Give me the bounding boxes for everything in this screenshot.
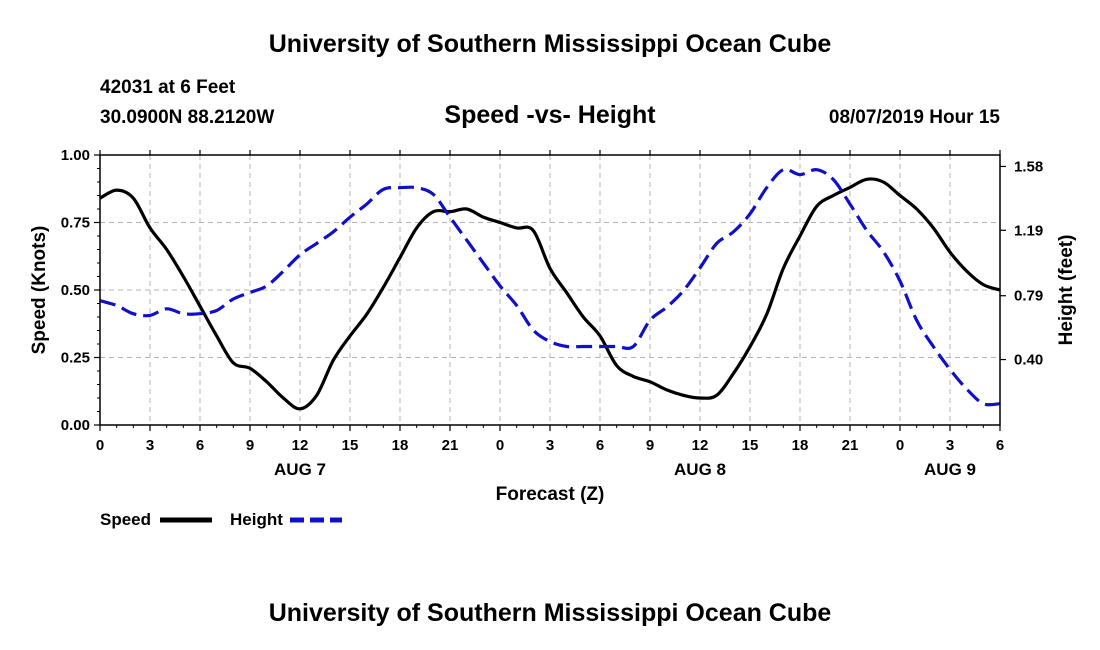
y2-tick-label: 0.79 — [1014, 288, 1043, 305]
x-tick-label: 12 — [692, 437, 709, 454]
grid-layer — [100, 155, 1000, 425]
x-tick-label: 3 — [946, 437, 954, 454]
station-label: 42031 at 6 Feet — [100, 77, 236, 98]
timestamp-label: 08/07/2019 Hour 15 — [828, 107, 1000, 128]
chart-footer-title: University of Southern Mississippi Ocean… — [268, 599, 832, 627]
series-layer — [99, 167, 1001, 411]
series-line-speed — [99, 177, 1001, 411]
y-tick-label: 0.75 — [61, 215, 90, 232]
x-axis-label: Forecast (Z) — [496, 484, 605, 505]
x-tick-label: 9 — [246, 437, 254, 454]
x-tick-label: 21 — [442, 437, 459, 454]
x-tick-label: 6 — [596, 437, 604, 454]
y-tick-label: 0.25 — [61, 350, 90, 367]
y2-tick-label: 1.19 — [1014, 222, 1043, 239]
x-tick-label: 21 — [842, 437, 859, 454]
y2-tick-label: 1.58 — [1014, 158, 1043, 175]
x-tick-label: 9 — [646, 437, 654, 454]
legend: Speed Height — [100, 510, 342, 529]
x-tick-label: 3 — [146, 437, 154, 454]
x-day-label: AUG 8 — [674, 460, 726, 479]
x-tick-label: 15 — [342, 437, 359, 454]
legend-label-speed: Speed — [100, 510, 151, 529]
chart-header-title: University of Southern Mississippi Ocean… — [268, 30, 832, 58]
x-tick-label: 18 — [392, 437, 409, 454]
y-axis-label: Speed (Knots) — [29, 226, 50, 355]
x-tick-label: 0 — [96, 437, 104, 454]
legend-label-height: Height — [230, 510, 283, 529]
ticks-layer: 0 3 6 9 12 15 18 21 0 3 6 9 12 15 18 21 0 3 6 AUG 7 AUG 8 AUG… — [61, 147, 1043, 479]
y-tick-label: 1.00 — [61, 147, 90, 164]
y2-tick-label: 0.40 — [1014, 352, 1043, 369]
y-tick-label: 0.00 — [61, 417, 90, 434]
y-tick-label: 0.50 — [61, 282, 90, 299]
location-label: 30.0900N 88.2120W — [100, 107, 275, 128]
x-tick-label: 6 — [196, 437, 204, 454]
x-tick-label: 6 — [996, 437, 1004, 454]
chart-title: Speed -vs- Height — [444, 101, 656, 129]
x-tick-label: 3 — [546, 437, 554, 454]
y2-axis-label: Height (feet) — [1056, 235, 1077, 346]
x-day-label: AUG 7 — [274, 460, 326, 479]
x-tick-label: 18 — [792, 437, 809, 454]
x-tick-label: 12 — [292, 437, 309, 454]
series-line-height — [99, 167, 1001, 407]
x-day-label: AUG 9 — [924, 460, 976, 479]
x-tick-label: 0 — [496, 437, 504, 454]
x-tick-label: 0 — [896, 437, 904, 454]
x-tick-label: 15 — [742, 437, 759, 454]
